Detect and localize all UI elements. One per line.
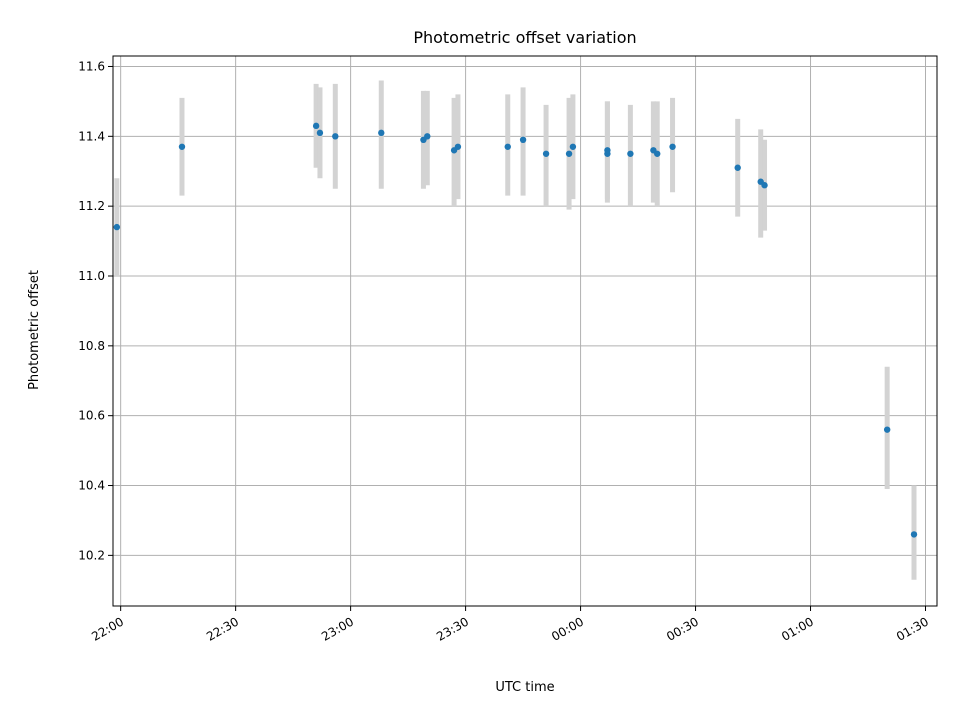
data-point	[332, 133, 339, 140]
chart-title: Photometric offset variation	[413, 28, 636, 47]
data-point	[316, 129, 324, 137]
grid	[113, 56, 937, 606]
data-point	[761, 182, 768, 189]
data-point	[378, 129, 385, 137]
y-tick-label: 11.2	[78, 199, 105, 213]
data-point	[654, 150, 661, 157]
data-point	[178, 143, 186, 150]
data-point	[569, 143, 577, 150]
y-tick-label: 10.6	[78, 409, 105, 423]
data-point	[604, 147, 611, 154]
data-point	[542, 150, 550, 157]
data-point	[627, 150, 634, 157]
data-point	[424, 133, 431, 140]
y-tick-label: 10.2	[78, 548, 105, 562]
y-tick-label: 11.0	[78, 269, 105, 283]
y-tick-label: 11.4	[78, 129, 105, 143]
y-tick-label: 10.4	[78, 479, 105, 493]
data-point	[504, 143, 511, 150]
data-point	[454, 143, 462, 150]
data-point	[113, 223, 121, 231]
data-point	[519, 136, 527, 144]
y-tick-label: 10.8	[78, 339, 105, 353]
data-point	[910, 531, 918, 538]
y-axis-label: Photometric offset	[27, 270, 42, 390]
x-axis-label: UTC time	[495, 680, 554, 695]
data-point	[883, 426, 891, 433]
y-tick-label: 11.6	[78, 59, 105, 73]
data-point	[312, 122, 320, 130]
data-point	[565, 150, 573, 157]
data-points	[113, 122, 918, 538]
data-point	[734, 164, 741, 171]
data-point	[669, 143, 676, 150]
plot-frame	[112, 55, 938, 607]
